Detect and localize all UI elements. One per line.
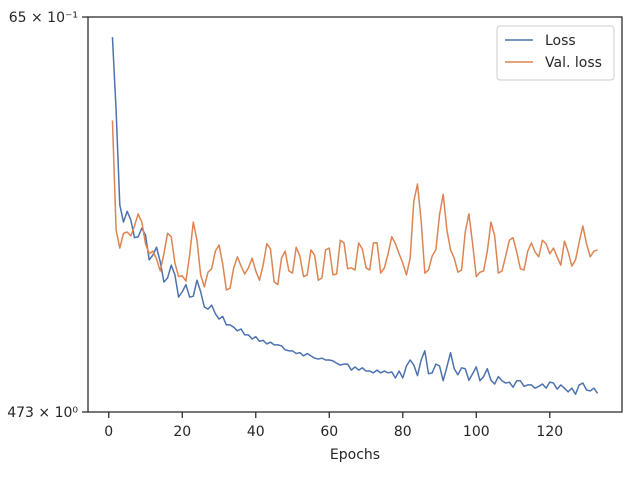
x-axis-label: Epochs xyxy=(330,447,380,463)
legend: Loss Val. loss xyxy=(496,25,615,81)
x-tick-label: 100 xyxy=(463,424,490,440)
line-series xyxy=(111,120,598,291)
x-tick-label: 60 xyxy=(320,424,338,440)
x-tick-label: 80 xyxy=(394,424,412,440)
legend-label: Loss xyxy=(545,33,576,49)
legend-label: Val. loss xyxy=(545,55,602,71)
x-tick-label: 40 xyxy=(247,424,265,440)
plot-area xyxy=(111,37,599,395)
x-tick-label: 0 xyxy=(104,424,113,440)
y-tick-label: 473 × 10⁰ xyxy=(7,405,78,421)
x-tick-label: 20 xyxy=(173,424,191,440)
line-series xyxy=(111,37,599,395)
y-tick-label: 65 × 10⁻¹ xyxy=(9,10,78,26)
axes-frame xyxy=(87,16,623,413)
x-tick-label: 120 xyxy=(536,424,563,440)
